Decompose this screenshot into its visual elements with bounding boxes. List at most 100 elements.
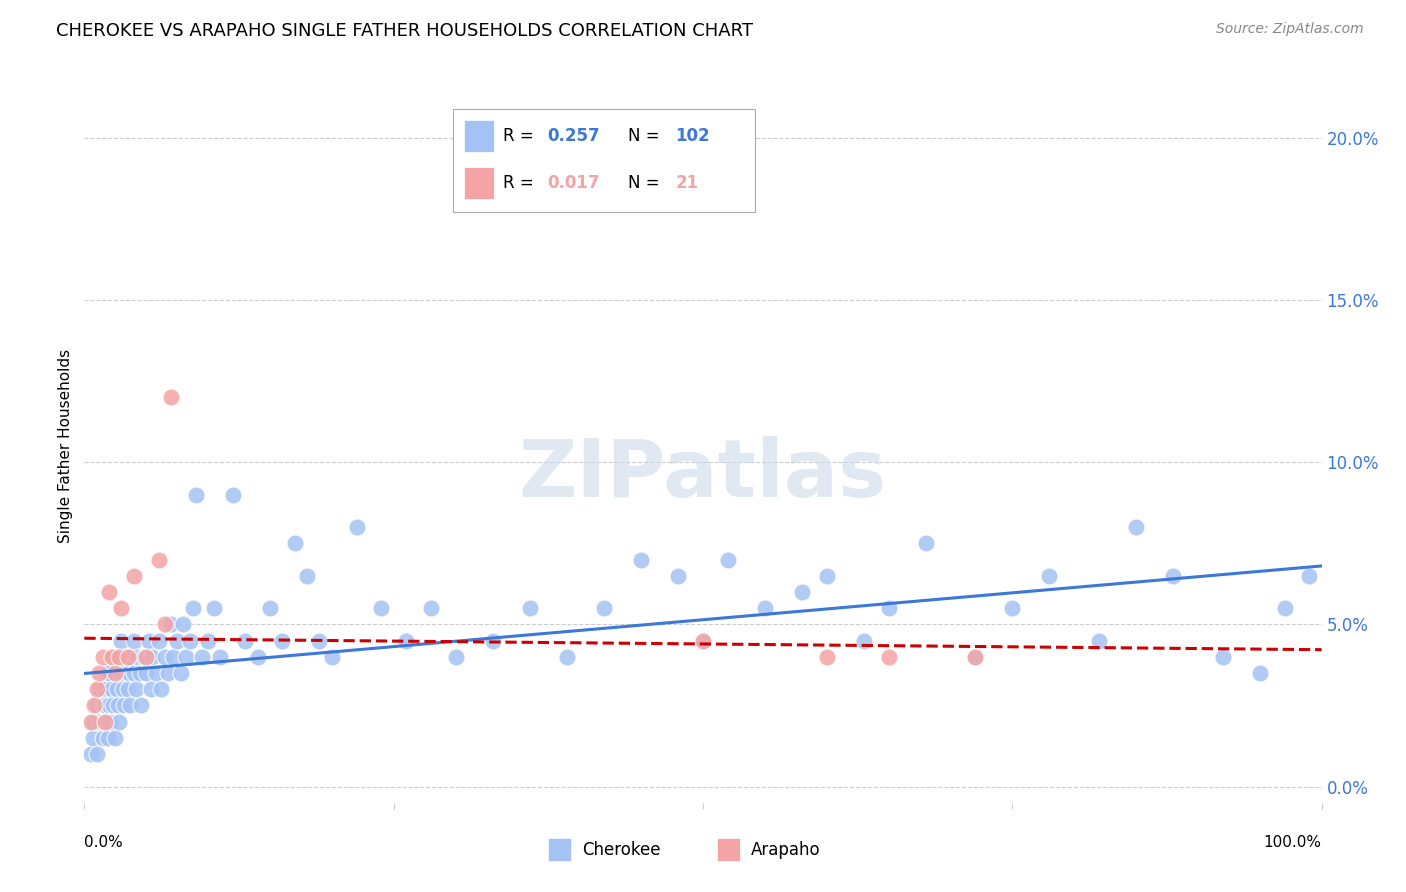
- Point: [141, 649, 163, 664]
- Point: [852, 633, 875, 648]
- Point: [79, 714, 101, 729]
- Point: [97, 731, 120, 745]
- Point: [246, 649, 269, 664]
- Point: [122, 568, 145, 582]
- Point: [83, 714, 105, 729]
- Text: ZIPatlas: ZIPatlas: [519, 435, 887, 514]
- Point: [877, 649, 900, 664]
- Point: [790, 585, 813, 599]
- Point: [91, 649, 114, 664]
- Text: Arapaho: Arapaho: [751, 840, 821, 859]
- Point: [145, 666, 167, 681]
- Point: [153, 649, 176, 664]
- Point: [1001, 601, 1024, 615]
- Point: [295, 568, 318, 582]
- Point: [1088, 633, 1111, 648]
- Point: [1038, 568, 1060, 582]
- Point: [117, 682, 139, 697]
- Point: [170, 666, 193, 681]
- Point: [1161, 568, 1184, 582]
- Text: R =: R =: [503, 127, 538, 145]
- Point: [181, 601, 204, 615]
- Point: [82, 731, 104, 745]
- Point: [692, 633, 714, 648]
- Point: [444, 649, 467, 664]
- Point: [125, 682, 148, 697]
- Point: [593, 601, 616, 615]
- Point: [914, 536, 936, 550]
- Point: [96, 666, 118, 681]
- Point: [94, 714, 117, 729]
- Point: [118, 666, 141, 681]
- Point: [89, 714, 111, 729]
- Point: [79, 747, 101, 761]
- Point: [111, 682, 134, 697]
- Point: [110, 601, 132, 615]
- Text: 0.0%: 0.0%: [84, 835, 124, 850]
- Point: [965, 649, 987, 664]
- Point: [89, 682, 111, 697]
- Text: N =: N =: [627, 174, 665, 192]
- Point: [117, 649, 139, 664]
- Point: [129, 698, 152, 713]
- Point: [1274, 601, 1296, 615]
- Point: [141, 682, 163, 697]
- Point: [179, 633, 201, 648]
- Point: [174, 649, 197, 664]
- Point: [965, 649, 987, 664]
- Point: [222, 488, 245, 502]
- Point: [98, 585, 121, 599]
- Point: [1298, 568, 1320, 582]
- Point: [321, 649, 343, 664]
- Point: [172, 617, 194, 632]
- Point: [122, 633, 145, 648]
- Point: [94, 698, 117, 713]
- Point: [104, 649, 127, 664]
- Point: [98, 714, 121, 729]
- Y-axis label: Single Father Households: Single Father Households: [58, 349, 73, 543]
- Point: [370, 601, 392, 615]
- Text: 102: 102: [675, 127, 710, 145]
- Point: [717, 552, 740, 566]
- Point: [153, 617, 176, 632]
- Point: [233, 633, 256, 648]
- Point: [98, 698, 121, 713]
- Point: [162, 649, 184, 664]
- Point: [184, 488, 207, 502]
- Point: [395, 633, 418, 648]
- Point: [148, 633, 170, 648]
- Point: [259, 601, 281, 615]
- Point: [101, 698, 124, 713]
- Point: [138, 633, 160, 648]
- Point: [666, 568, 689, 582]
- Point: [150, 682, 173, 697]
- Point: [89, 666, 111, 681]
- Text: 0.257: 0.257: [547, 127, 600, 145]
- Point: [692, 633, 714, 648]
- Point: [754, 601, 776, 615]
- Point: [114, 649, 136, 664]
- Point: [135, 666, 157, 681]
- Text: 21: 21: [675, 174, 699, 192]
- Point: [83, 698, 105, 713]
- Point: [481, 633, 503, 648]
- Point: [86, 682, 108, 697]
- Point: [160, 617, 183, 632]
- Text: 0.017: 0.017: [547, 174, 600, 192]
- Text: 100.0%: 100.0%: [1264, 835, 1322, 850]
- Text: N =: N =: [627, 127, 665, 145]
- Text: Source: ZipAtlas.com: Source: ZipAtlas.com: [1216, 22, 1364, 37]
- Point: [519, 601, 541, 615]
- Point: [132, 649, 155, 664]
- Point: [630, 552, 652, 566]
- Point: [129, 666, 152, 681]
- Point: [191, 649, 214, 664]
- Point: [110, 633, 132, 648]
- Point: [271, 633, 294, 648]
- Point: [100, 649, 122, 664]
- Point: [148, 552, 170, 566]
- Point: [157, 666, 180, 681]
- Point: [1212, 649, 1234, 664]
- Point: [877, 601, 900, 615]
- Point: [122, 666, 145, 681]
